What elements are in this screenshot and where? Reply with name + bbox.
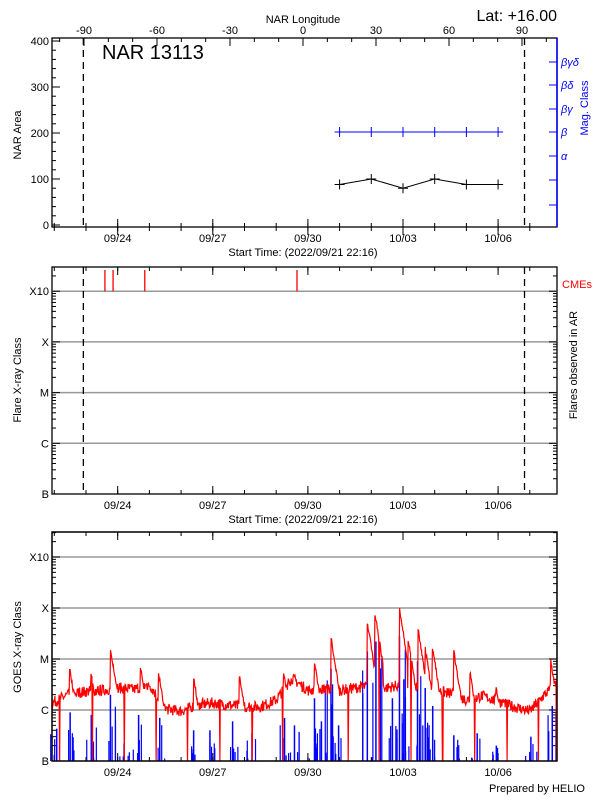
longitude-tick-label: 90	[516, 25, 528, 37]
panel2-y-tick-label: B	[42, 489, 49, 501]
top-x-axis-title: NAR Longitude	[266, 14, 341, 26]
nar-area-line	[339, 178, 499, 189]
panel2-date-label: 10/06	[484, 500, 512, 512]
panel1-date-label: 09/27	[199, 233, 227, 245]
longitude-tick-label: 0	[300, 25, 306, 37]
panel3-plot: B C M X X10 09/24 09/27 09/30 10/03 10/06	[29, 531, 558, 779]
area-y-tick-label: 100	[31, 174, 49, 186]
panel2-y-axis-title: Flare X-ray Class	[12, 337, 24, 422]
panel3-date-label: 10/03	[389, 767, 417, 779]
panel1-title: NAR 13113	[102, 42, 204, 64]
panel3-y-tick-label: X10	[29, 552, 49, 564]
panel2-y-tick-label: M	[40, 388, 49, 400]
latitude-label: Lat: +16.00	[476, 8, 557, 25]
mag-class-tick-label: βγδ	[560, 57, 580, 69]
longitude-tick-label: 30	[370, 25, 382, 37]
mag-class-point	[493, 127, 504, 137]
panel1-plot: 0 100 200 300 400 αβ βγ βδ βγδ -90 -60 -30 0 30 60 90 09…	[31, 25, 580, 245]
panel3-date-label: 09/27	[199, 767, 227, 779]
cme-legend-label: CMEs	[562, 279, 592, 291]
panel2-y-tick-label: X10	[29, 286, 49, 298]
area-y-tick-label: 400	[31, 36, 49, 48]
panel1-x-axis-title: Start Time: (2022/09/21 22:16)	[228, 247, 377, 259]
mag-class-point	[334, 127, 345, 137]
mag-class-point	[397, 127, 408, 137]
nar-area-point	[397, 183, 408, 194]
goes-long-channel-line	[51, 607, 558, 762]
panel1-y2-axis-title: Mag. Class	[579, 80, 591, 136]
longitude-tick-label: -60	[149, 25, 165, 37]
panel3-date-label: 10/06	[484, 767, 512, 779]
nar-area-point	[334, 179, 345, 190]
area-y-tick-label: 0	[43, 220, 49, 232]
panel2-y-tick-label: X	[42, 337, 50, 349]
panel3-y-axis-title: GOES X-ray Class	[12, 601, 24, 693]
panel3-y-tick-label: C	[41, 705, 49, 717]
nar-area-point	[461, 179, 472, 190]
panel2-y-tick-label: C	[41, 438, 49, 450]
panel3-y-tick-label: B	[42, 756, 49, 768]
mag-class-tick-label: α	[561, 151, 568, 163]
panel2-plot: B C M X X10 09/24 09/27 09/30 10/03 10/06	[29, 266, 558, 512]
panel2-date-label: 10/03	[389, 500, 417, 512]
panel3-y-tick-label: X	[42, 603, 50, 615]
panel3-y-tick-label: M	[40, 654, 49, 666]
panel2-date-label: 09/24	[104, 500, 132, 512]
panel2-date-label: 09/30	[294, 500, 322, 512]
area-y-tick-label: 200	[31, 128, 49, 140]
panel3-frame	[51, 531, 558, 762]
footer-credit: Prepared by HELIO	[489, 783, 585, 795]
mag-class-tick-label: βγ	[560, 104, 574, 116]
panel1-date-label: 09/24	[104, 233, 132, 245]
longitude-tick-label: -30	[222, 25, 238, 37]
panel3-date-label: 09/24	[104, 767, 132, 779]
panel2-x-axis-title: Start Time: (2022/09/21 22:16)	[228, 514, 377, 526]
nar-area-point	[366, 174, 377, 184]
panel2-frame	[51, 266, 558, 495]
panel2-date-label: 09/27	[199, 500, 227, 512]
nar-area-point	[429, 174, 440, 184]
longitude-tick-label: 60	[443, 25, 455, 37]
panel3-date-label: 09/30	[294, 767, 322, 779]
panel3-frame	[51, 531, 558, 762]
panel2-y2-axis-title: Flares observed in AR	[568, 311, 580, 419]
longitude-tick-label: -90	[76, 25, 92, 37]
area-y-tick-label: 300	[31, 82, 49, 94]
mag-class-point	[461, 127, 472, 137]
mag-class-point	[429, 127, 440, 137]
panel1-date-label: 09/30	[294, 233, 322, 245]
mag-class-tick-label: β	[560, 127, 568, 139]
panel1-y-axis-title: NAR Area	[12, 110, 24, 160]
mag-class-point	[366, 127, 377, 137]
panel1-date-label: 10/06	[484, 233, 512, 245]
panel1-date-label: 10/03	[389, 233, 417, 245]
mag-class-tick-label: βδ	[560, 80, 574, 92]
nar-area-point	[493, 179, 504, 190]
